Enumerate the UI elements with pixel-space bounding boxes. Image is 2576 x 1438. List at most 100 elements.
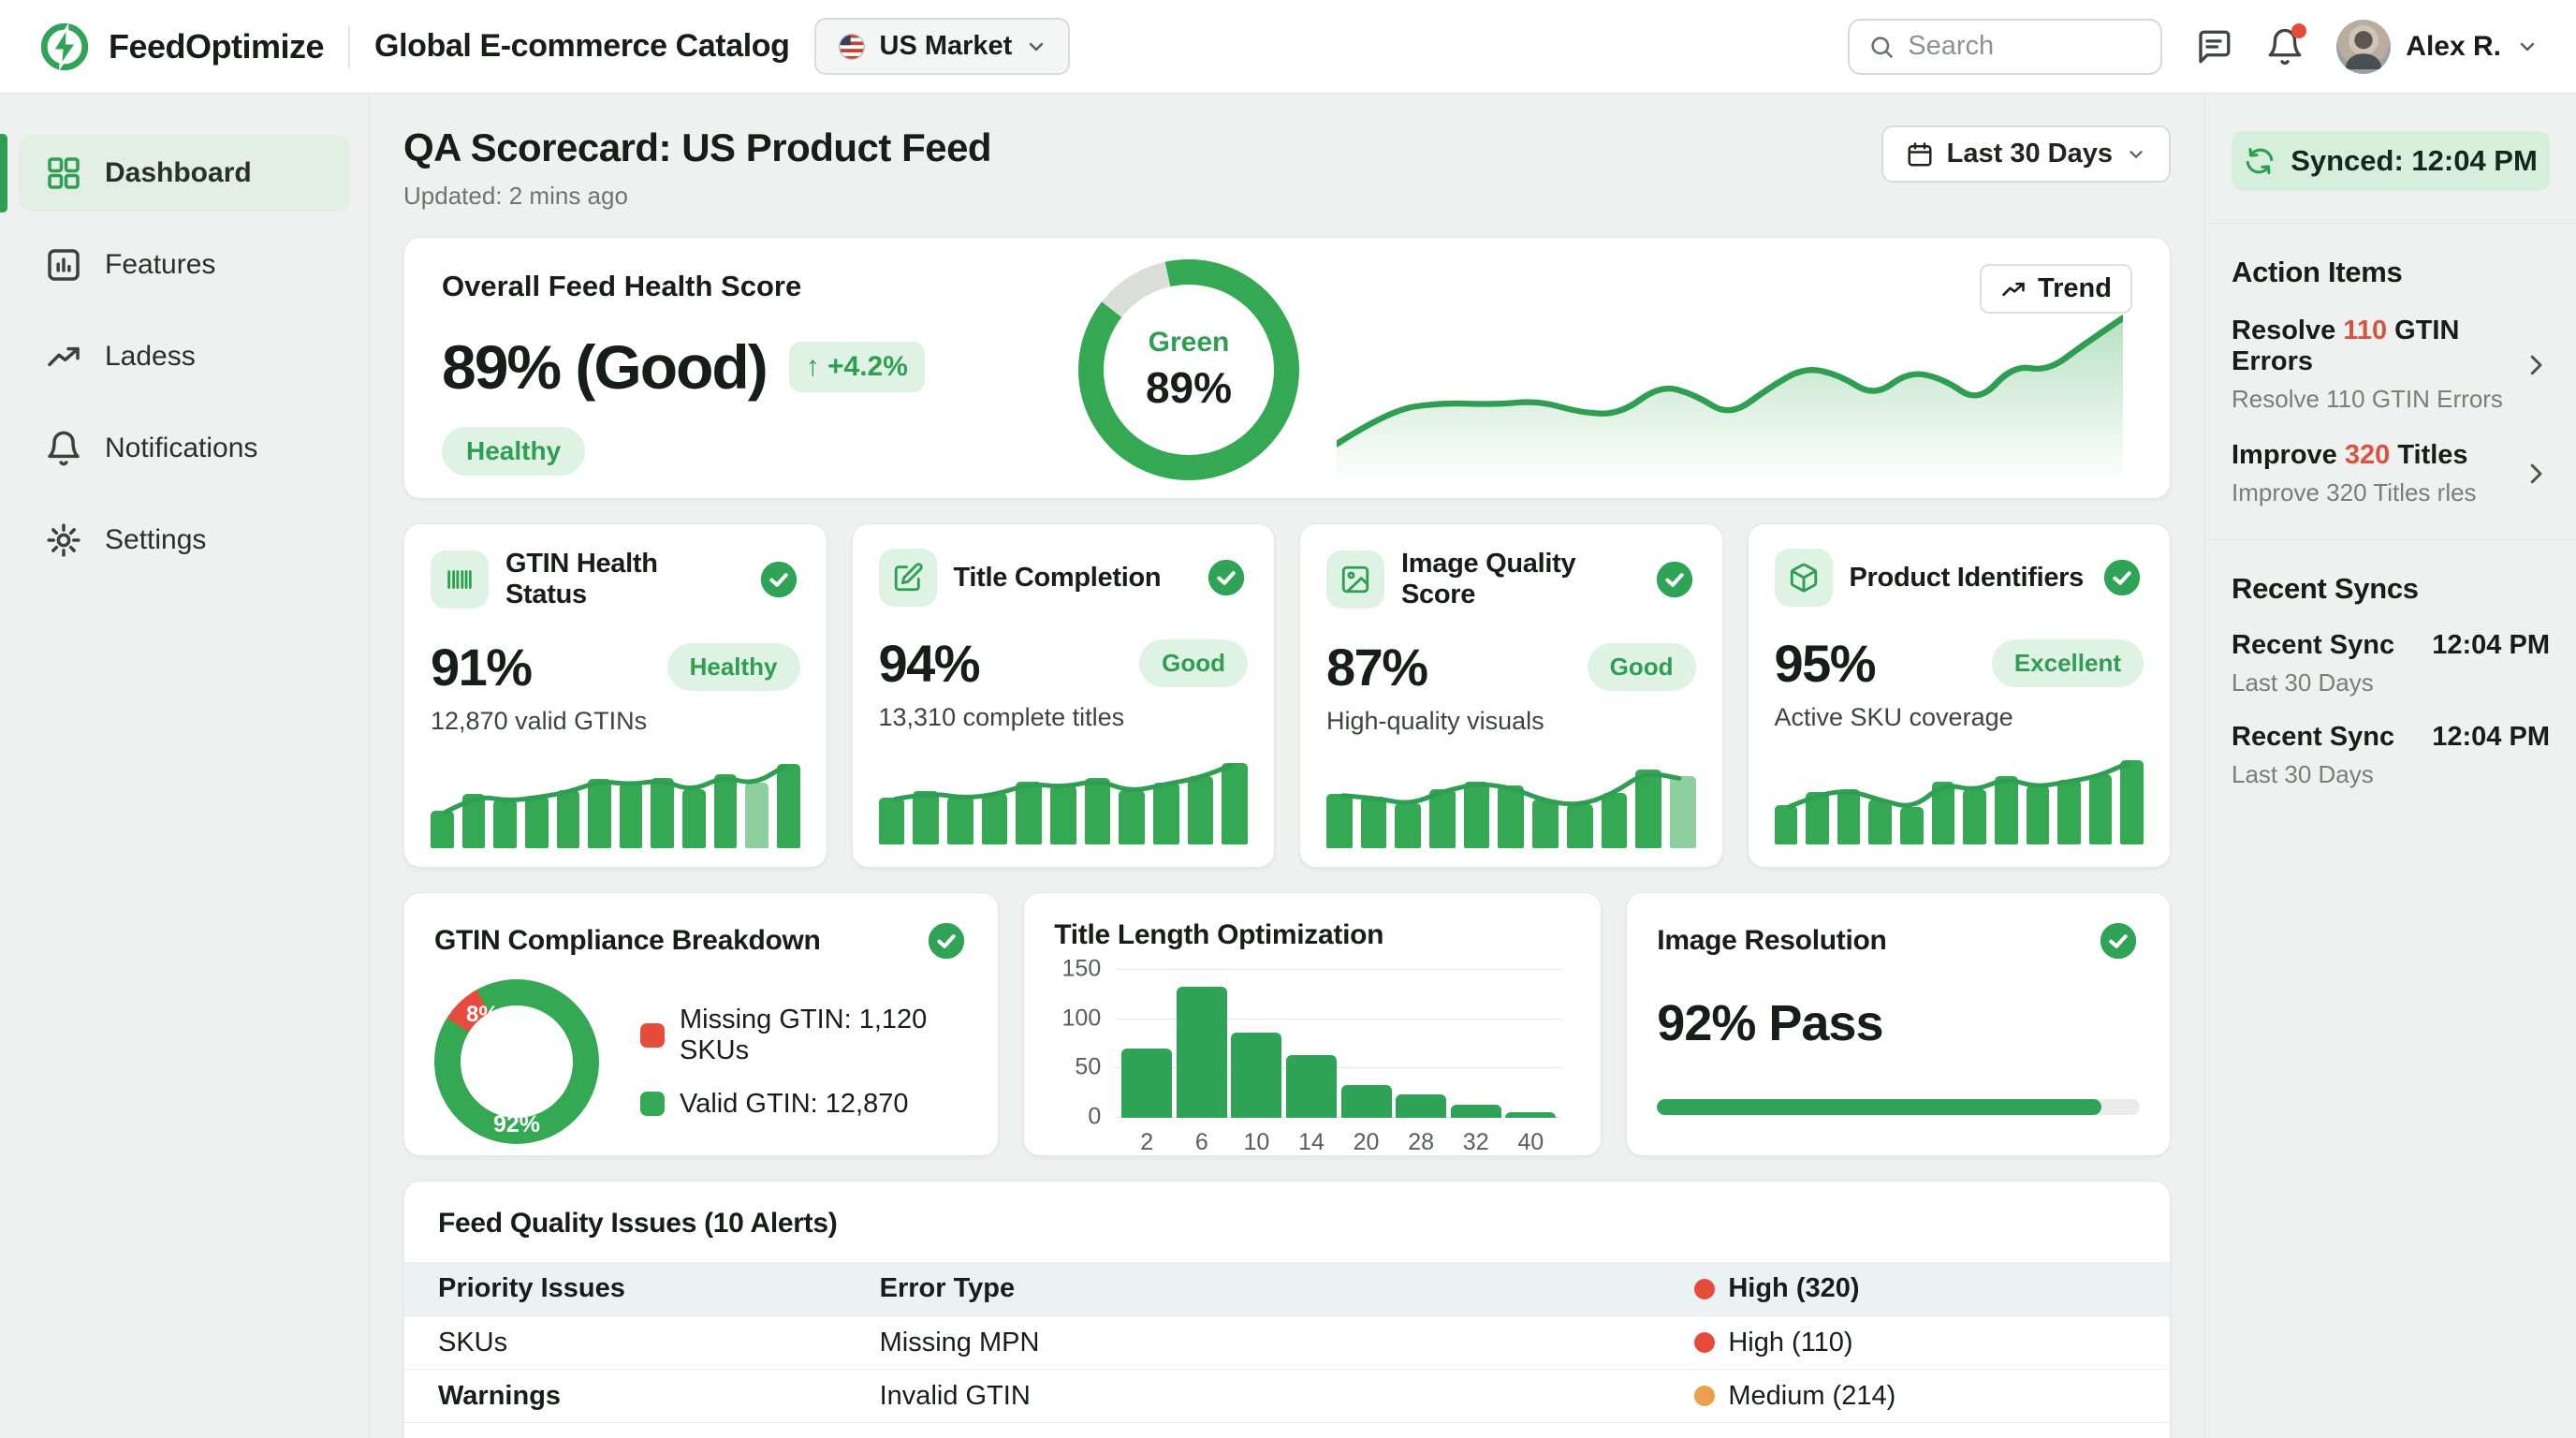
status-dot [1694, 1278, 1716, 1299]
sidebar-item-dashboard[interactable]: Dashboard [0, 134, 350, 213]
search-box [1848, 18, 2163, 75]
notifications-bell-icon[interactable] [2265, 22, 2307, 66]
sidebar-item-label: Ladess [105, 341, 196, 372]
column-header: Error Type [879, 1273, 1016, 1303]
sidebar-item-features[interactable]: Features [19, 227, 350, 303]
calendar-icon [1906, 140, 1934, 169]
status-label: Green, 13,350 [1728, 1434, 1901, 1438]
image-resolution-card: Image Resolution 92% Pass [1626, 892, 2171, 1156]
header-divider [348, 24, 351, 68]
check-circle-icon [2100, 556, 2144, 599]
check-circle-icon [1653, 558, 1696, 601]
chevron-right-icon [2522, 460, 2550, 488]
sidebar-item-label: Notifications [105, 433, 258, 463]
sync-name: Recent Sync [2232, 630, 2395, 660]
synced-status-pill: Synced: 12:04 PM [2232, 131, 2550, 191]
status-label: High (320) [1728, 1273, 1860, 1303]
market-label: US Market [879, 31, 1013, 61]
user-menu[interactable]: Alex R. [2336, 19, 2539, 74]
kpi-title: Title Completion [953, 562, 1162, 593]
bar-chart-icon [45, 246, 82, 284]
table-row[interactable]: Optimal Optimal Green, 13,350 [404, 1422, 2170, 1438]
overall-title: Overall Feed Health Score [442, 270, 802, 302]
cell: Optimal [438, 1434, 880, 1438]
app-title: FeedOptimize [109, 26, 325, 66]
status-cell: Medium (214) [1694, 1381, 2136, 1412]
barcode-icon [431, 550, 489, 609]
gtin-donut-chart: 8% 92% [434, 979, 599, 1144]
divider [2205, 223, 2576, 224]
updated-timestamp: Updated: 2 mins ago [403, 182, 628, 210]
sync-time: 12:04 PM [2432, 630, 2550, 660]
recent-sync-row: Recent Sync Last 30 Days 12:04 PM [2232, 630, 2550, 697]
gtin-compliance-card: GTIN Compliance Breakdown 8% 92% Missing… [403, 892, 1000, 1156]
check-circle-icon [1205, 556, 1248, 599]
trend-sparkline [1337, 315, 2123, 476]
market-selector[interactable]: US Market [813, 18, 1071, 75]
table-row[interactable]: Warnings Invalid GTIN Medium (214) [404, 1369, 2170, 1422]
sidebar-item-ladess[interactable]: Ladess [19, 318, 350, 395]
recent-syncs-title: Recent Syncs [2232, 572, 2419, 605]
legend-swatch [640, 1092, 665, 1116]
sidebar-item-label: Settings [105, 524, 207, 555]
bell-icon [45, 430, 82, 467]
chevron-down-icon [2516, 36, 2539, 58]
kpi-status-badge: Excellent [1991, 639, 2144, 687]
kpi-card-gtin-health: GTIN Health Status 91% Healthy 12,870 va… [403, 523, 827, 868]
image-icon [1326, 550, 1384, 609]
catalog-title: Global E-commerce Catalog [374, 28, 790, 64]
status-label: High (110) [1728, 1327, 1853, 1357]
action-count: 110 [2343, 315, 2388, 345]
page-title: QA Scorecard: US Product Feed [403, 125, 992, 169]
secondary-cards-row: GTIN Compliance Breakdown 8% 92% Missing… [403, 892, 2171, 1156]
status-cell: High (320) [1694, 1273, 2136, 1304]
status-label: Medium (214) [1728, 1380, 1896, 1411]
chevron-down-icon [2126, 144, 2146, 165]
donut-value: 89% [1145, 363, 1233, 412]
search-input[interactable] [1908, 31, 2143, 62]
kpi-title: Image Quality Score [1401, 549, 1576, 609]
sync-time: 12:04 PM [2432, 722, 2550, 752]
title-length-bar-chart: 150 100 50 0 [1062, 956, 1562, 1130]
card-title: Title Length Optimization [1054, 919, 1384, 950]
gear-icon [45, 521, 82, 559]
cell: SKUs [438, 1327, 508, 1357]
chevron-right-icon [2522, 351, 2550, 379]
donut-slice-label: 92% [492, 1111, 541, 1137]
legend-item-valid-gtin: Valid GTIN: 12,870 [640, 1089, 968, 1120]
action-title: Improve 320 Titles [2232, 440, 2468, 470]
sidebar-item-notifications[interactable]: Notifications [19, 410, 350, 487]
progress-bar [1657, 1099, 2140, 1115]
overall-health-card: Overall Feed Health Score 89% (Good) ↑ +… [403, 237, 2171, 499]
action-items-title: Action Items [2232, 256, 2403, 288]
column-header: Priority Issues [438, 1273, 625, 1303]
kpi-title: Product Identifiers [1849, 562, 2085, 593]
top-bar: FeedOptimize Global E-commerce Catalog U… [0, 0, 2576, 94]
brand: FeedOptimize [37, 20, 325, 74]
trending-up-icon [2000, 276, 2027, 302]
dashboard-grid-icon [45, 154, 82, 192]
overall-delta-badge: ↑ +4.2% [788, 342, 925, 392]
trend-button[interactable]: Trend [1980, 264, 2132, 314]
messages-icon[interactable] [2194, 27, 2233, 66]
card-title: GTIN Compliance Breakdown [434, 925, 821, 956]
action-item-improve-titles[interactable]: Improve 320 Titles Improve 320 Titles rl… [2232, 440, 2550, 507]
legend-swatch [640, 1022, 665, 1048]
sidebar-item-settings[interactable]: Settings [19, 502, 350, 579]
kpi-card-product-identifiers: Product Identifiers 95% Excellent Active… [1747, 523, 2171, 868]
sync-name: Recent Sync [2232, 722, 2395, 752]
date-range-button[interactable]: Last 30 Days [1881, 125, 2171, 183]
card-title: Image Resolution [1657, 925, 1887, 956]
cell: Invalid GTIN [879, 1380, 1031, 1411]
cell: Warnings [438, 1380, 562, 1411]
overall-donut-chart: Green 89% [1078, 259, 1299, 480]
kpi-value: 94% [878, 634, 981, 693]
table-row[interactable]: SKUs Missing MPN High (110) [404, 1315, 2170, 1369]
kpi-mini-bar-chart [1326, 755, 1696, 848]
action-item-gtin-errors[interactable]: Resolve 110 GTIN Errors Resolve 110 GTIN… [2232, 315, 2550, 414]
package-icon [1774, 549, 1833, 607]
kpi-card-title-completion: Title Completion 94% Good 13,310 complet… [851, 523, 1275, 868]
donut-label: Green [1148, 327, 1230, 358]
left-sidebar: Dashboard Features Ladess Notifications … [0, 94, 370, 1438]
kpi-subtitle: 12,870 valid GTINs [431, 707, 648, 735]
